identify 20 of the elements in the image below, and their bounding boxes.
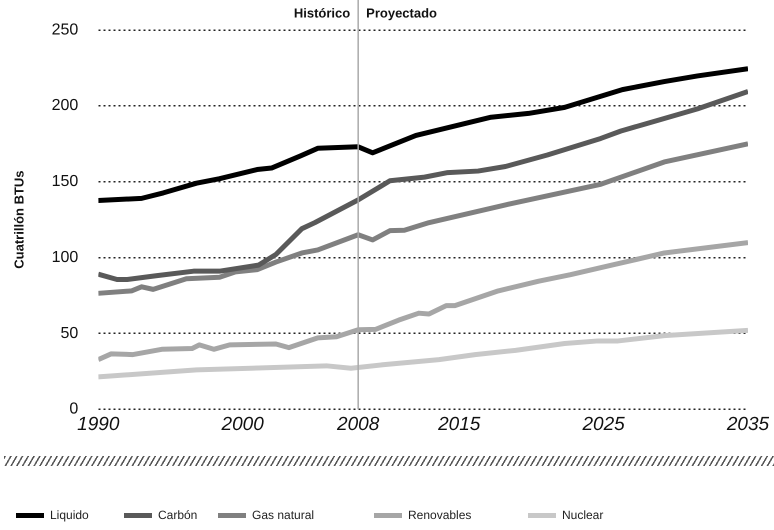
y-tick-label: 200 — [52, 97, 78, 114]
y-tick-label: 50 — [60, 324, 78, 342]
x-tick-label: 2008 — [336, 414, 380, 435]
legend-label: Gas natural — [252, 508, 314, 522]
y-axis-title: Cuatrillón BTUs — [11, 170, 26, 269]
legend-label: Carbón — [158, 508, 198, 522]
text: Proyectado — [366, 6, 438, 21]
x-tick-label: 2000 — [220, 414, 264, 435]
y-tick-label: 0 — [69, 400, 78, 418]
text: Histórico — [294, 6, 350, 21]
legend-label: Renovables — [408, 508, 472, 522]
legend-label: Liquido — [50, 508, 89, 522]
x-tick-label: 2025 — [581, 414, 626, 435]
y-tick-label: 100 — [52, 248, 78, 266]
legend-label: Nuclear — [562, 508, 604, 522]
x-tick-label: 1990 — [77, 414, 120, 435]
x-tick-label: 2015 — [437, 414, 481, 435]
y-tick-label: 250 — [52, 21, 78, 38]
x-tick-label: 2035 — [726, 414, 770, 435]
y-tick-label: 150 — [52, 173, 78, 190]
